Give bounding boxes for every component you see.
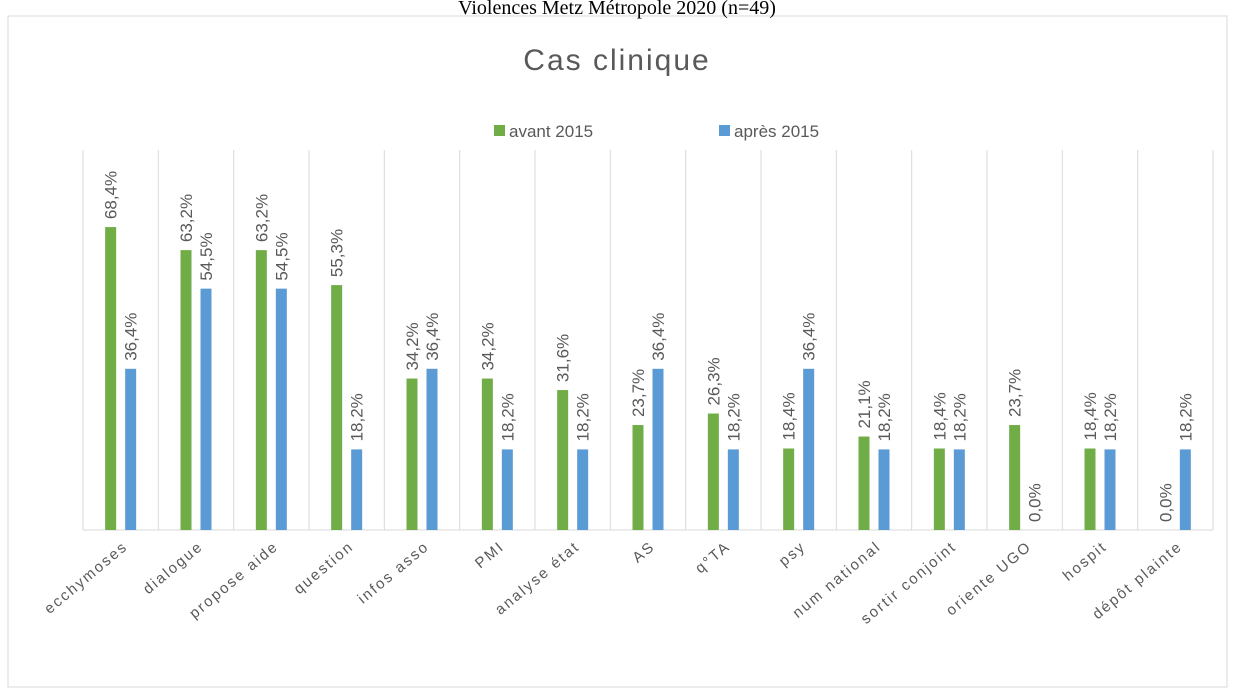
value-label: 18,2% — [1101, 393, 1120, 441]
bar — [200, 288, 212, 530]
bar — [577, 449, 589, 530]
value-label: 18,4% — [1081, 392, 1100, 440]
value-label: 36,4% — [800, 313, 819, 361]
value-label: 23,7% — [1006, 369, 1025, 417]
bar — [275, 288, 287, 530]
bar — [783, 448, 795, 530]
value-label: 18,2% — [574, 393, 593, 441]
value-label: 34,2% — [478, 322, 497, 370]
bar — [878, 449, 890, 530]
value-label: 54,5% — [197, 232, 216, 280]
bar — [632, 425, 644, 530]
bar — [953, 449, 965, 530]
value-label: 55,3% — [328, 229, 347, 277]
value-label: 54,5% — [272, 232, 291, 280]
bar — [406, 378, 418, 530]
value-label: 18,2% — [950, 393, 969, 441]
legend-swatch — [719, 125, 730, 136]
bar — [707, 413, 719, 530]
value-label: 26,3% — [704, 357, 723, 405]
bar — [858, 436, 870, 530]
value-label: 18,2% — [724, 393, 743, 441]
bar — [105, 227, 117, 531]
value-label: 23,7% — [629, 369, 648, 417]
bar — [331, 285, 343, 530]
value-label: 63,2% — [177, 194, 196, 242]
bar — [501, 449, 513, 530]
value-label: 0,0% — [1026, 483, 1045, 522]
bar — [557, 390, 569, 530]
value-label: 0,0% — [1156, 483, 1175, 522]
value-label: 68,4% — [102, 171, 121, 219]
value-label: 63,2% — [252, 194, 271, 242]
bar — [481, 378, 493, 530]
bar — [1009, 425, 1021, 530]
value-label: 18,2% — [1176, 393, 1195, 441]
bar — [1084, 448, 1096, 530]
legend-label: avant 2015 — [509, 122, 593, 141]
value-label: 18,4% — [930, 392, 949, 440]
bar — [727, 449, 739, 530]
value-label: 18,2% — [875, 393, 894, 441]
bar — [180, 250, 192, 530]
value-label: 31,6% — [554, 334, 573, 382]
page-title: Violences Metz Métropole 2020 (n=49) — [458, 0, 776, 19]
bar — [652, 368, 664, 530]
bar — [1104, 449, 1116, 530]
bar — [351, 449, 363, 530]
bar — [125, 368, 137, 530]
value-label: 18,2% — [348, 393, 367, 441]
value-label: 18,2% — [498, 393, 517, 441]
value-label: 36,4% — [423, 313, 442, 361]
value-label: 21,1% — [855, 380, 874, 428]
value-label: 34,2% — [403, 322, 422, 370]
bar — [1179, 449, 1191, 530]
value-label: 36,4% — [649, 313, 668, 361]
bar — [933, 448, 945, 530]
legend-label: après 2015 — [734, 122, 819, 141]
bar — [803, 368, 815, 530]
value-label: 18,4% — [780, 392, 799, 440]
bar — [255, 250, 267, 530]
value-label: 36,4% — [122, 313, 141, 361]
chart-title: Cas clinique — [523, 44, 710, 77]
legend-swatch — [494, 125, 505, 136]
bar — [426, 368, 438, 530]
